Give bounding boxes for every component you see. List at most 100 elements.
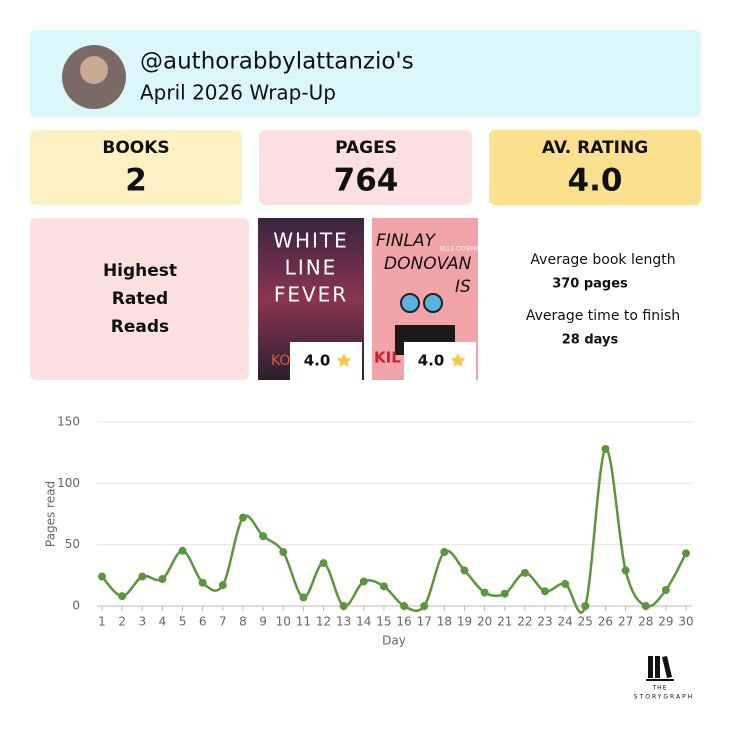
x-tick-label: 22 xyxy=(517,615,532,629)
rating: 4.0 xyxy=(418,352,445,370)
point xyxy=(682,549,690,558)
cover-title: DONOVAN xyxy=(384,254,472,274)
x-tick-label: 13 xyxy=(336,615,351,629)
y-axis-label: Pages read xyxy=(44,481,58,547)
point xyxy=(138,572,147,581)
x-tick-label: 3 xyxy=(138,615,146,629)
stat-box xyxy=(259,130,472,205)
logo-icon xyxy=(648,656,653,678)
highest-rated-box xyxy=(30,218,249,380)
stat-box xyxy=(30,130,242,205)
point xyxy=(238,513,247,522)
point xyxy=(581,602,590,610)
book-cover[interactable]: WHITE LINE FEVER KO 4.0 xyxy=(258,218,364,380)
x-tick-label: 4 xyxy=(159,615,167,629)
section-title: Reads xyxy=(111,317,169,337)
y-tick-label: 150 xyxy=(57,415,80,429)
x-tick-label: 16 xyxy=(396,615,411,629)
x-tick-label: 9 xyxy=(259,615,267,629)
x-tick-label: 8 xyxy=(239,615,247,629)
header-box xyxy=(30,30,701,117)
point xyxy=(621,566,630,575)
point xyxy=(178,546,187,555)
logo-text: STORYGRAPH xyxy=(634,694,694,701)
x-tick-label: 1 xyxy=(98,615,106,629)
y-tick-label: 100 xyxy=(57,476,80,490)
x-tick-label: 27 xyxy=(618,615,633,629)
subtitle: April 2026 Wrap-Up xyxy=(140,81,336,105)
x-tick-label: 2 xyxy=(118,615,126,629)
star-icon xyxy=(450,353,466,367)
y-tick-label: 50 xyxy=(65,537,80,551)
cover-title: FINLAY xyxy=(376,231,437,251)
x-tick-label: 7 xyxy=(219,615,227,629)
stat-label: BOOKS xyxy=(102,138,169,158)
cover-author: KO xyxy=(271,353,290,369)
x-tick-label: 5 xyxy=(179,615,187,629)
x-tick-label: 26 xyxy=(598,615,613,629)
point xyxy=(440,548,449,557)
logo-icon xyxy=(646,679,674,681)
rating: 4.0 xyxy=(304,352,331,370)
point xyxy=(259,532,268,541)
cover-title: FEVER xyxy=(274,283,348,307)
point xyxy=(319,559,328,568)
point xyxy=(339,602,348,610)
stat-box xyxy=(489,130,701,205)
point xyxy=(198,578,207,587)
star-icon xyxy=(336,353,352,367)
point xyxy=(601,444,610,453)
line xyxy=(101,447,688,614)
point xyxy=(480,588,489,597)
stat-value: 4.0 xyxy=(568,163,623,199)
point xyxy=(158,575,167,584)
point xyxy=(561,579,570,588)
average-label: Average time to finish xyxy=(526,308,680,324)
x-tick-label: 23 xyxy=(537,615,552,629)
username: @authorabbylattanzio's xyxy=(140,49,414,75)
point xyxy=(299,593,308,602)
x-tick-label: 18 xyxy=(437,615,452,629)
x-tick-label: 30 xyxy=(678,615,693,629)
cover-author: KIL xyxy=(374,349,401,367)
point xyxy=(400,602,409,610)
stat-label: AV. RATING xyxy=(542,138,648,158)
stat-value: 764 xyxy=(334,163,399,199)
average-label: Average book length xyxy=(530,252,675,268)
section-title: Rated xyxy=(112,289,168,309)
book-cover[interactable]: FINLAY ELLE COSIMANO DONOVAN IS KIL 4.0 xyxy=(372,218,489,380)
x-tick-label: 11 xyxy=(296,615,311,629)
x-tick-label: 6 xyxy=(199,615,207,629)
rating-badge xyxy=(290,342,362,380)
logo-text: THE xyxy=(652,685,668,692)
point xyxy=(359,577,368,586)
x-axis-label: Day xyxy=(382,634,406,648)
x-tick-label: 17 xyxy=(417,615,432,629)
point xyxy=(279,548,288,557)
average-value: 28 days xyxy=(562,333,619,348)
cover-art xyxy=(423,293,443,313)
point xyxy=(118,592,127,601)
x-tick-label: 24 xyxy=(558,615,573,629)
cover-title: LINE xyxy=(285,256,338,280)
stat-label: PAGES xyxy=(335,138,397,158)
x-tick-label: 28 xyxy=(638,615,653,629)
x-tick-label: 20 xyxy=(477,615,492,629)
point xyxy=(641,602,650,610)
avatar-face xyxy=(80,56,108,84)
point xyxy=(420,602,429,610)
x-tick-label: 29 xyxy=(658,615,673,629)
cover-title: IS xyxy=(455,277,471,297)
cover-art xyxy=(400,293,420,313)
average-value: 370 pages xyxy=(552,277,628,292)
point xyxy=(379,582,388,591)
x-tick-label: 19 xyxy=(457,615,472,629)
logo-icon xyxy=(662,656,672,678)
point xyxy=(500,589,509,598)
x-tick-label: 10 xyxy=(276,615,291,629)
cover-subtitle: ELLE COSIMANO xyxy=(440,246,489,253)
logo[interactable]: THE STORYGRAPH xyxy=(634,656,694,701)
logo-icon xyxy=(655,656,660,678)
